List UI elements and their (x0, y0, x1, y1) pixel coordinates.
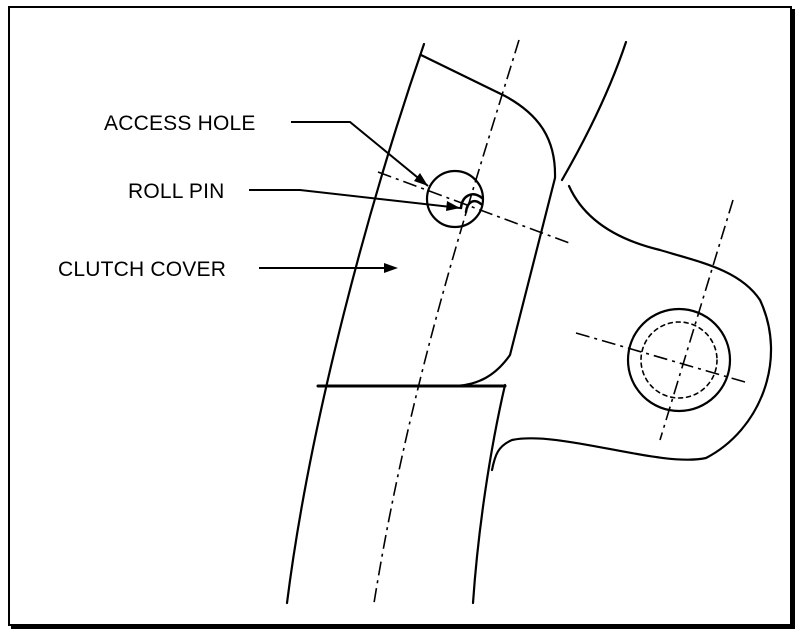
clutch-cover-arrowhead (384, 263, 398, 273)
pin-axis-centerline (377, 171, 573, 245)
roll-pin-leader (249, 189, 461, 209)
housing-right-edge (560, 40, 628, 182)
access-hole (425, 169, 485, 229)
lug-bore-inner (640, 321, 718, 399)
access-hole-arrowhead (414, 173, 428, 186)
roll-pin-arrowhead (446, 201, 460, 211)
roll-pin (459, 193, 484, 214)
lug-bore (626, 307, 732, 413)
housing-outer-edge (285, 42, 426, 605)
roll-pin-label: ROLL PIN (128, 180, 225, 203)
figure-frame (8, 6, 792, 626)
access-hole-leader (291, 121, 429, 187)
access-hole-label: ACCESS HOLE (104, 112, 256, 135)
housing-centerline (373, 39, 520, 604)
clutch-cover-label: CLUTCH COVER (58, 258, 226, 281)
lug-horizontal-centerline (575, 332, 746, 383)
housing-inner-edge (471, 383, 507, 605)
clutch-cover-outline (419, 53, 557, 388)
mounting-lug-outline (490, 184, 773, 472)
lug-vertical-centerline (659, 199, 734, 441)
